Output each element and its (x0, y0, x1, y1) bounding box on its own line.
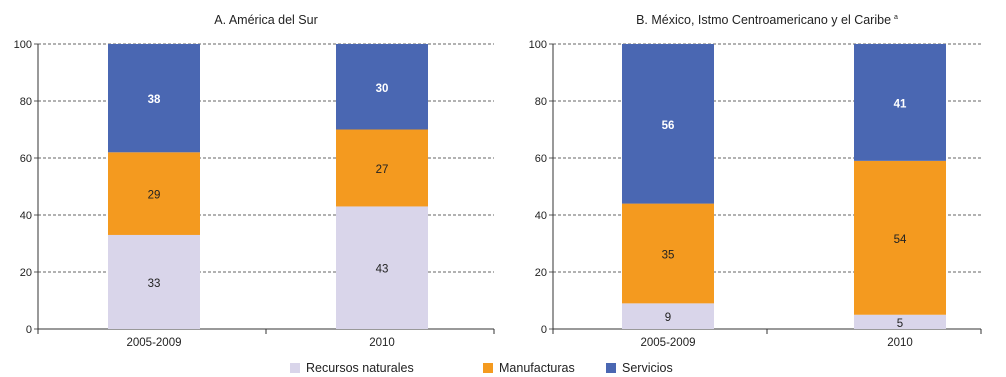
panel-b-title-superscript: a (894, 14, 898, 21)
legend-item-recursos-naturales: Recursos naturales (290, 360, 414, 376)
panel-b-label-2005-2009-manufacturas: 35 (662, 249, 675, 261)
panel-a-bar-2005-2009-recursos-naturales (108, 234, 200, 329)
panel-a-label-2005-2009-recursos-naturales: 33 (148, 278, 161, 290)
panel-a-bar-2005-2009-manufacturas (108, 152, 200, 235)
panel-a-label-2010-recursos-naturales: 43 (376, 264, 389, 276)
panel-b-bar-2010-recursos-naturales (854, 314, 946, 329)
panel-a-ytick-label-60: 60 (20, 153, 32, 165)
panel-b-bar-2005-2009-servicios (622, 44, 714, 204)
panel-b-label-2010-manufacturas: 54 (894, 234, 907, 246)
panel-b-bar-2010-servicios (854, 44, 946, 161)
panel-a-ytick-label-80: 80 (20, 96, 32, 108)
panel-b-ytick-label-0: 0 (541, 324, 547, 336)
panel-a-label-2005-2009-manufacturas: 29 (148, 190, 161, 202)
panel-a-ytick-label-40: 40 (20, 210, 32, 222)
legend-swatch-servicios (606, 363, 616, 373)
panel-a-title: A. América del Sur (214, 13, 318, 27)
legend-item-manufacturas: Manufacturas (483, 360, 575, 376)
panel-a-bar-2005-2009-servicios (108, 44, 200, 153)
panel-a-label-2010-manufacturas: 27 (376, 164, 389, 176)
panel-b-title: B. México, Istmo Centroamericano y el Ca… (636, 13, 898, 27)
panel-b-ytick-label-80: 80 (535, 96, 547, 108)
panel-a-bar-2010-recursos-naturales (336, 206, 428, 329)
panel-b-category-label-2005-2009: 2005-2009 (641, 337, 696, 349)
panel-b-ytick-label-60: 60 (535, 153, 547, 165)
legend-swatch-recursos-naturales (290, 363, 300, 373)
panel-a-ytick-label-0: 0 (26, 324, 32, 336)
panel-b-label-2010-recursos-naturales: 5 (897, 318, 903, 330)
legend-swatch-manufacturas (483, 363, 493, 373)
legend-label-recursos-naturales: Recursos naturales (306, 361, 414, 375)
panel-a-label-2010-servicios: 30 (376, 83, 389, 95)
panel-b-bar-2010-manufacturas (854, 160, 946, 315)
panel-a-ytick-label-100: 100 (14, 39, 32, 51)
panel-a-bar-2010-servicios (336, 44, 428, 130)
legend-item-servicios: Servicios (606, 360, 673, 376)
panel-a-category-label-2005-2009: 2005-2009 (127, 337, 182, 349)
legend-label-manufacturas: Manufacturas (499, 361, 575, 375)
panel-b-category-label-2010: 2010 (887, 337, 913, 349)
legend-label-servicios: Servicios (622, 361, 673, 375)
panel-b-bar-2005-2009-recursos-naturales (622, 303, 714, 329)
panel-b-label-2005-2009-servicios: 56 (662, 120, 675, 132)
panel-a-category-label-2010: 2010 (369, 337, 395, 349)
panel-b-ytick-label-100: 100 (529, 39, 547, 51)
panel-b-bar-2005-2009-manufacturas (622, 203, 714, 304)
panel-b-ytick-label-20: 20 (535, 267, 547, 279)
panel-b-ytick-label-40: 40 (535, 210, 547, 222)
panel-a-bar-2010-manufacturas (336, 129, 428, 207)
chart-canvas: A. América del Sur0204060801003329382005… (14, 13, 982, 349)
panel-a-label-2005-2009-servicios: 38 (148, 94, 161, 106)
panel-b-label-2010-servicios: 41 (894, 98, 907, 110)
panel-a-ytick-label-20: 20 (20, 267, 32, 279)
panel-b-label-2005-2009-recursos-naturales: 9 (665, 312, 671, 324)
chart-legend: Recursos naturales Manufacturas Servicio… (0, 360, 1006, 376)
